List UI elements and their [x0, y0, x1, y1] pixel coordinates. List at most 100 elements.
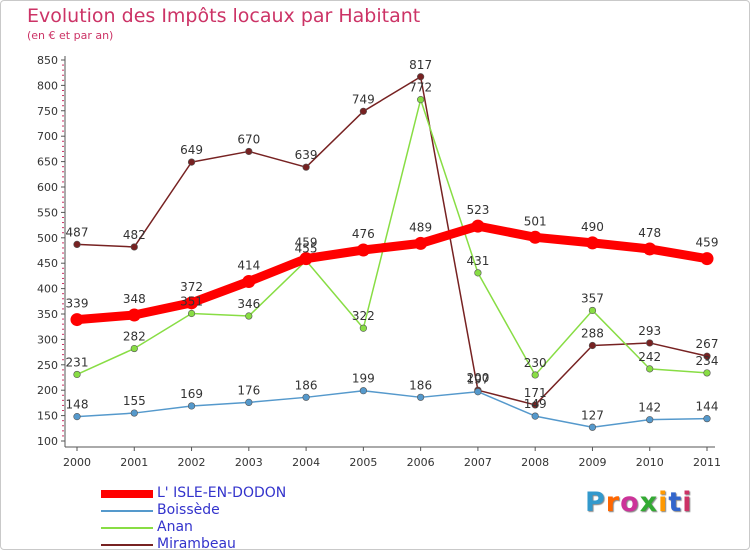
data-label-s1: 197: [466, 373, 489, 387]
y-minor-tick: [62, 140, 64, 142]
x-tick-label: 2006: [407, 456, 435, 469]
y-minor-tick: [62, 374, 64, 376]
legend-label-mirambeau: Mirambeau: [157, 536, 236, 550]
chart-subtitle: (en € et par an): [27, 29, 114, 42]
data-label-s0: 348: [123, 292, 146, 306]
y-minor-tick: [62, 303, 64, 305]
data-label-s2: 431: [466, 254, 489, 268]
data-point-s0: [299, 252, 313, 266]
y-minor-tick: [62, 394, 64, 396]
x-tick-label: 2001: [120, 456, 148, 469]
data-label-s0: 489: [409, 220, 432, 234]
y-minor-tick: [62, 384, 64, 386]
y-minor-tick: [62, 430, 64, 432]
y-minor-tick: [62, 420, 64, 422]
y-minor-tick: [62, 95, 64, 97]
data-label-s3: 267: [696, 337, 719, 351]
y-tick-label: 250: [37, 359, 58, 372]
data-point-s3: [703, 352, 711, 360]
data-label-s3: 817: [409, 58, 432, 72]
y-tick-label: 550: [37, 206, 58, 219]
data-label-s1: 186: [295, 378, 318, 392]
data-label-s3: 200: [466, 371, 489, 385]
data-label-s3: 639: [295, 148, 318, 162]
data-point-s3: [646, 339, 654, 347]
y-minor-tick: [62, 79, 64, 81]
y-minor-tick: [62, 318, 64, 320]
series-line-0: [72, 221, 712, 325]
y-minor-tick: [62, 166, 64, 168]
data-point-s2: [703, 369, 711, 377]
y-minor-tick: [62, 191, 64, 193]
data-point-s0: [127, 308, 141, 322]
data-label-s1: 144: [696, 400, 719, 414]
y-tick-label: 700: [37, 130, 58, 143]
data-label-s3: 649: [180, 143, 203, 157]
data-point-s0: [70, 313, 84, 327]
y-minor-tick: [62, 89, 64, 91]
data-label-s2: 231: [66, 355, 89, 369]
y-minor-tick: [62, 323, 64, 325]
y-minor-tick: [62, 272, 64, 274]
y-minor-tick: [62, 115, 64, 117]
y-minor-tick: [62, 120, 64, 122]
legend-swatch-mirambeau: [101, 543, 153, 546]
logo-letter: i: [658, 487, 669, 518]
x-tick-label: 2005: [349, 456, 377, 469]
y-minor-tick: [62, 181, 64, 183]
y-minor-tick: [62, 308, 64, 310]
y-minor-tick: [62, 404, 64, 406]
legend-item-boissede: Boissède: [101, 502, 286, 519]
data-point-s2: [531, 371, 539, 379]
data-point-s2: [588, 306, 597, 315]
y-minor-tick: [62, 206, 64, 208]
y-minor-tick: [62, 201, 64, 203]
logo-letter: x: [639, 487, 659, 518]
data-label-s1: 186: [409, 378, 432, 392]
data-point-s1: [73, 413, 81, 421]
data-point-s3: [417, 73, 425, 81]
legend-label-anan: Anan: [157, 519, 193, 535]
y-tick-label: 400: [37, 283, 58, 296]
data-point-s1: [302, 393, 310, 401]
data-label-s0: 478: [638, 226, 661, 240]
x-tick-label: 2011: [693, 456, 721, 469]
proxiti-logo: Proxiti: [585, 487, 693, 518]
data-label-s2: 230: [524, 356, 547, 370]
y-minor-tick: [62, 379, 64, 381]
logo-letter: r: [605, 487, 621, 518]
data-point-s3: [73, 240, 81, 249]
data-label-s0: 459: [295, 236, 318, 250]
data-point-s3: [245, 147, 253, 156]
data-label-s2: 282: [123, 330, 146, 344]
data-point-s1: [130, 409, 138, 417]
legend-item-anan: Anan: [101, 519, 286, 536]
data-point-s3: [130, 243, 138, 251]
y-minor-tick: [62, 267, 64, 269]
data-point-s3: [588, 341, 597, 350]
data-point-s2: [417, 96, 425, 104]
y-tick-label: 800: [37, 79, 58, 92]
data-point-s1: [245, 398, 253, 406]
y-minor-tick: [62, 171, 64, 173]
data-label-s1: 199: [352, 372, 375, 386]
y-minor-tick: [62, 105, 64, 107]
x-tick-label: 2008: [521, 456, 549, 469]
x-tick-label: 2004: [292, 456, 320, 469]
y-tick-label: 350: [37, 308, 58, 321]
y-minor-tick: [62, 349, 64, 351]
chart-title: Evolution des Impôts locaux par Habitant: [27, 5, 421, 27]
data-label-s2: 234: [696, 354, 719, 368]
y-minor-tick: [62, 145, 64, 147]
y-tick-label: 300: [37, 333, 58, 346]
logo-letter: i: [682, 487, 693, 518]
y-minor-tick: [62, 222, 64, 224]
logo-letter: t: [668, 487, 683, 518]
legend-label-isle: L' ISLE-EN-DODON: [157, 485, 287, 501]
y-minor-tick: [62, 227, 64, 229]
y-minor-tick: [62, 130, 64, 132]
y-minor-tick: [62, 242, 64, 244]
logo-letter: o: [620, 487, 640, 518]
data-point-s2: [359, 324, 367, 332]
